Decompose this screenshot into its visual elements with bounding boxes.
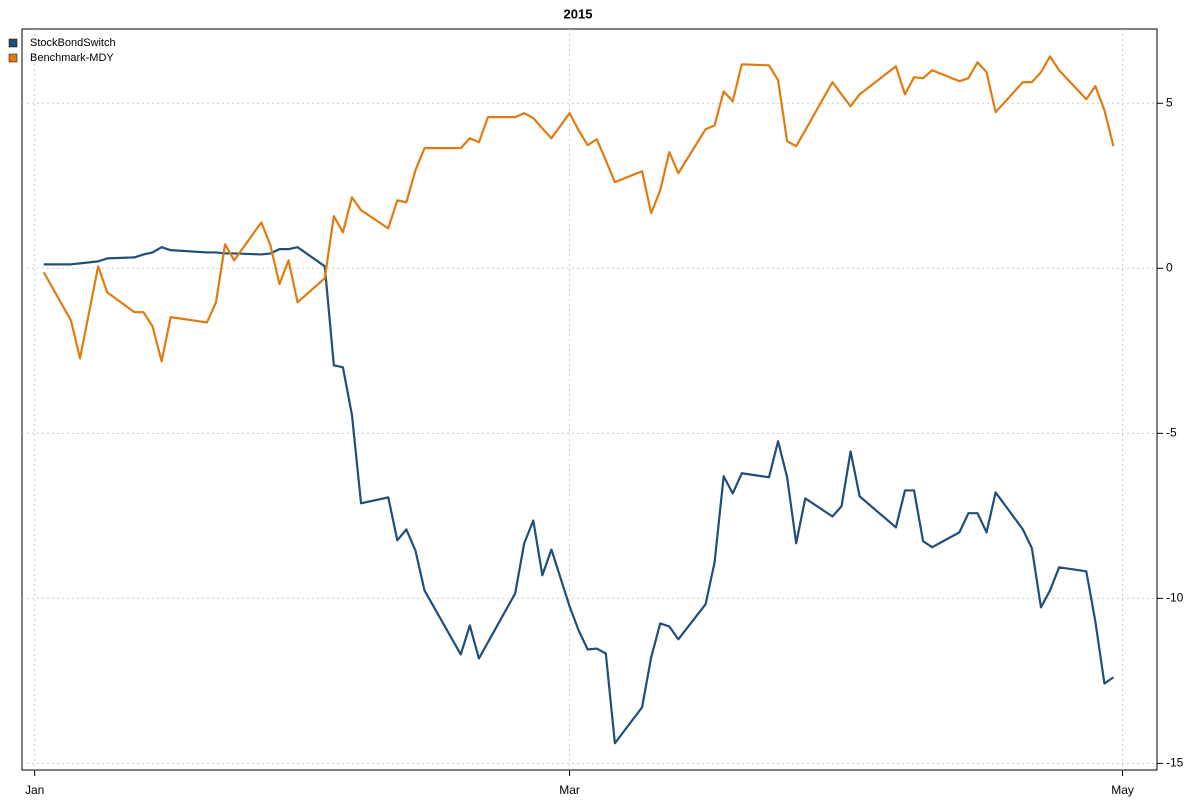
legend-swatch (8, 53, 18, 63)
y-tick-label: 5 (1166, 95, 1173, 109)
chart-title: 2015 (564, 6, 593, 21)
line-series (42, 55, 1115, 363)
legend-label: StockBondSwitch (30, 37, 116, 49)
plot-frame (21, 28, 1158, 771)
legend-label: Benchmark-MDY (30, 52, 114, 64)
y-tick-label: -5 (1166, 426, 1177, 440)
x-tick-label: Mar (559, 783, 580, 797)
x-tick-label: May (1111, 783, 1134, 797)
y-tick-label: -10 (1166, 591, 1184, 605)
y-tick-label: 0 (1166, 260, 1173, 274)
line-series (43, 246, 1115, 745)
y-tick-label: -15 (1166, 756, 1184, 770)
legend-swatch (8, 38, 18, 48)
x-tick-label: Jan (25, 783, 44, 797)
